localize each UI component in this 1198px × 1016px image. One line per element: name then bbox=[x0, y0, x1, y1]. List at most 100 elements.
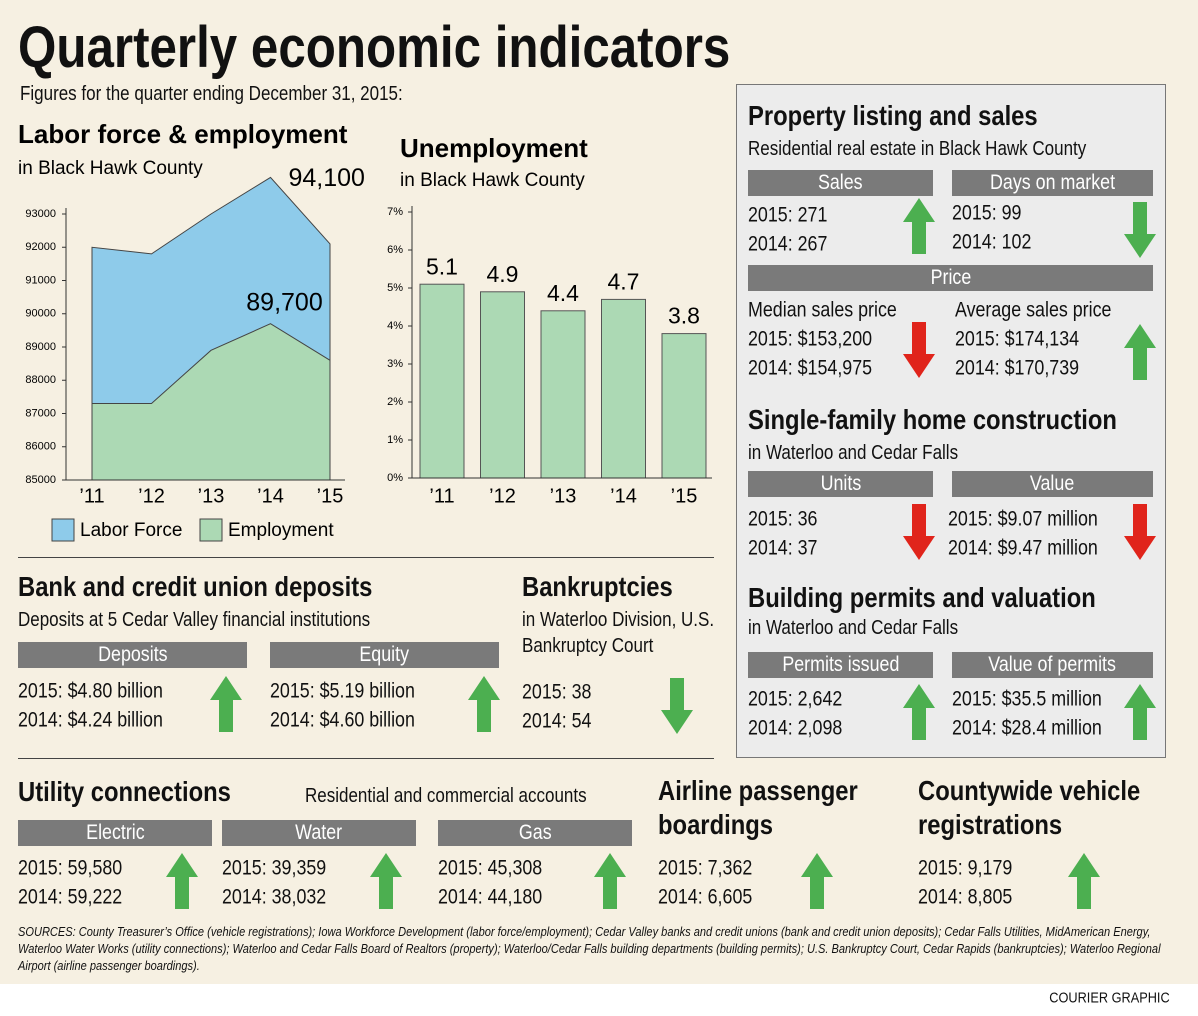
stat-2014: 2014: 44,180 bbox=[438, 885, 543, 909]
header-label: Days on market bbox=[989, 171, 1116, 194]
arrow-shape bbox=[903, 198, 935, 254]
arrow-shape bbox=[1124, 202, 1156, 258]
header-bar: Value bbox=[952, 471, 1153, 497]
bar bbox=[540, 310, 586, 479]
credit: COURIER GRAPHIC bbox=[1049, 989, 1170, 1007]
chart-subtitle: in Black Hawk County bbox=[18, 158, 203, 179]
header-label: Permits issued bbox=[781, 653, 900, 676]
stat-2015: 2015: 7,362 bbox=[658, 856, 753, 880]
stat-2014: 2014: 38,032 bbox=[222, 885, 327, 909]
header-bar: Gas bbox=[438, 820, 632, 846]
arrow-shape bbox=[903, 504, 935, 560]
header-bar: Equity bbox=[270, 642, 499, 668]
divider bbox=[18, 557, 714, 558]
stat-2015: 2015: $4.80 billion bbox=[18, 679, 163, 703]
header-label: Price bbox=[930, 266, 971, 289]
data-label: 3.8 bbox=[668, 303, 700, 329]
arrow-shape bbox=[1068, 853, 1100, 909]
y-tick-label: 87000 bbox=[25, 407, 56, 419]
header-bar: Days on market bbox=[952, 170, 1153, 196]
x-tick-label: ’15 bbox=[317, 485, 344, 507]
legend-swatch bbox=[51, 518, 75, 542]
section-title: Building permits and valuation bbox=[748, 582, 1096, 613]
arrow-shape bbox=[166, 853, 198, 909]
arrow-shape bbox=[903, 684, 935, 740]
x-tick-label: ’11 bbox=[79, 485, 104, 507]
header-label: Gas bbox=[518, 821, 552, 844]
header-bar: Deposits bbox=[18, 642, 247, 668]
arrow-up bbox=[210, 676, 242, 732]
header-bar: Price bbox=[748, 265, 1153, 291]
stat-2014: 2014: 102 bbox=[952, 230, 1032, 254]
header-bar: Water bbox=[222, 820, 416, 846]
data-label: 4.9 bbox=[487, 261, 519, 287]
stat-2015: 2015: 45,308 bbox=[438, 856, 543, 880]
arrow-up bbox=[801, 853, 833, 909]
stat-2014: 2014: 37 bbox=[748, 536, 818, 560]
x-tick-label: ’13 bbox=[198, 485, 225, 507]
header-label: Units bbox=[820, 472, 861, 495]
stat-2014: 2014: $28.4 million bbox=[952, 716, 1102, 740]
data-label: 89,700 bbox=[246, 288, 322, 316]
stat-2014: 2014: $4.60 billion bbox=[270, 708, 415, 732]
arrow-up bbox=[166, 853, 198, 909]
sub-label: Median sales price bbox=[748, 298, 897, 322]
arrow-up bbox=[1068, 853, 1100, 909]
sub-label: Average sales price bbox=[955, 298, 1112, 322]
arrow-shape bbox=[594, 853, 626, 909]
chart-title: Labor force & employment bbox=[18, 119, 348, 149]
arrow-up bbox=[468, 676, 500, 732]
y-tick-label: 91000 bbox=[25, 274, 56, 286]
legend-label: Labor Force bbox=[80, 520, 182, 541]
header-bar: Sales bbox=[748, 170, 933, 196]
arrow-shape bbox=[1124, 504, 1156, 560]
y-tick-label: 7% bbox=[387, 206, 403, 218]
bar bbox=[661, 333, 707, 479]
stat-2014: 2014: $170,739 bbox=[955, 356, 1080, 380]
data-label: 4.7 bbox=[608, 268, 640, 294]
header-label: Water bbox=[295, 821, 343, 844]
x-tick-label: ’13 bbox=[550, 485, 577, 507]
data-label: 4.4 bbox=[547, 280, 579, 306]
section-subtitle: in Waterloo and Cedar Falls bbox=[748, 442, 959, 464]
header-bar: Value of permits bbox=[952, 652, 1153, 678]
stat-2014: 2014: 8,805 bbox=[918, 885, 1013, 909]
x-tick-label: ’15 bbox=[671, 485, 698, 507]
y-tick-label: 90000 bbox=[25, 308, 56, 320]
bar bbox=[480, 291, 525, 479]
y-tick-label: 92000 bbox=[25, 241, 56, 253]
area bbox=[91, 323, 331, 481]
section-title: Airline passenger boardings bbox=[658, 775, 858, 840]
arrow-down bbox=[1124, 504, 1156, 560]
bar bbox=[419, 283, 465, 479]
stat-2015: 2015: 39,359 bbox=[222, 856, 327, 880]
stat-2014: 2014: $9.47 million bbox=[948, 536, 1098, 560]
arrow-up bbox=[1124, 324, 1156, 380]
y-tick-label: 1% bbox=[387, 434, 403, 446]
stat-2015: 2015: $153,200 bbox=[748, 327, 873, 351]
y-tick-label: 93000 bbox=[25, 208, 56, 220]
y-tick-label: 86000 bbox=[25, 441, 56, 453]
stat-2014: 2014: $4.24 billion bbox=[18, 708, 163, 732]
divider bbox=[18, 758, 714, 759]
section-title: Bankruptcies bbox=[522, 571, 673, 602]
y-tick-label: 0% bbox=[387, 472, 403, 484]
y-tick-label: 4% bbox=[387, 320, 403, 332]
y-tick-label: 89000 bbox=[25, 341, 56, 353]
section-subtitle: Residential and commercial accounts bbox=[305, 785, 587, 807]
header-label: Sales bbox=[818, 171, 863, 194]
stat-2015: 2015: 271 bbox=[748, 203, 828, 227]
arrow-down bbox=[661, 678, 693, 734]
chart-subtitle: in Black Hawk County bbox=[400, 170, 585, 191]
section-subtitle: in Waterloo and Cedar Falls bbox=[748, 617, 959, 639]
arrow-shape bbox=[468, 676, 500, 732]
header-label: Equity bbox=[359, 643, 410, 666]
x-tick-label: ’11 bbox=[429, 485, 454, 507]
arrow-shape bbox=[210, 676, 242, 732]
x-tick-label: ’14 bbox=[257, 485, 284, 507]
page-subtitle: Figures for the quarter ending December … bbox=[20, 83, 403, 105]
stat-2014: 2014: 267 bbox=[748, 232, 828, 256]
header-bar: Electric bbox=[18, 820, 212, 846]
y-tick-label: 3% bbox=[387, 358, 403, 370]
